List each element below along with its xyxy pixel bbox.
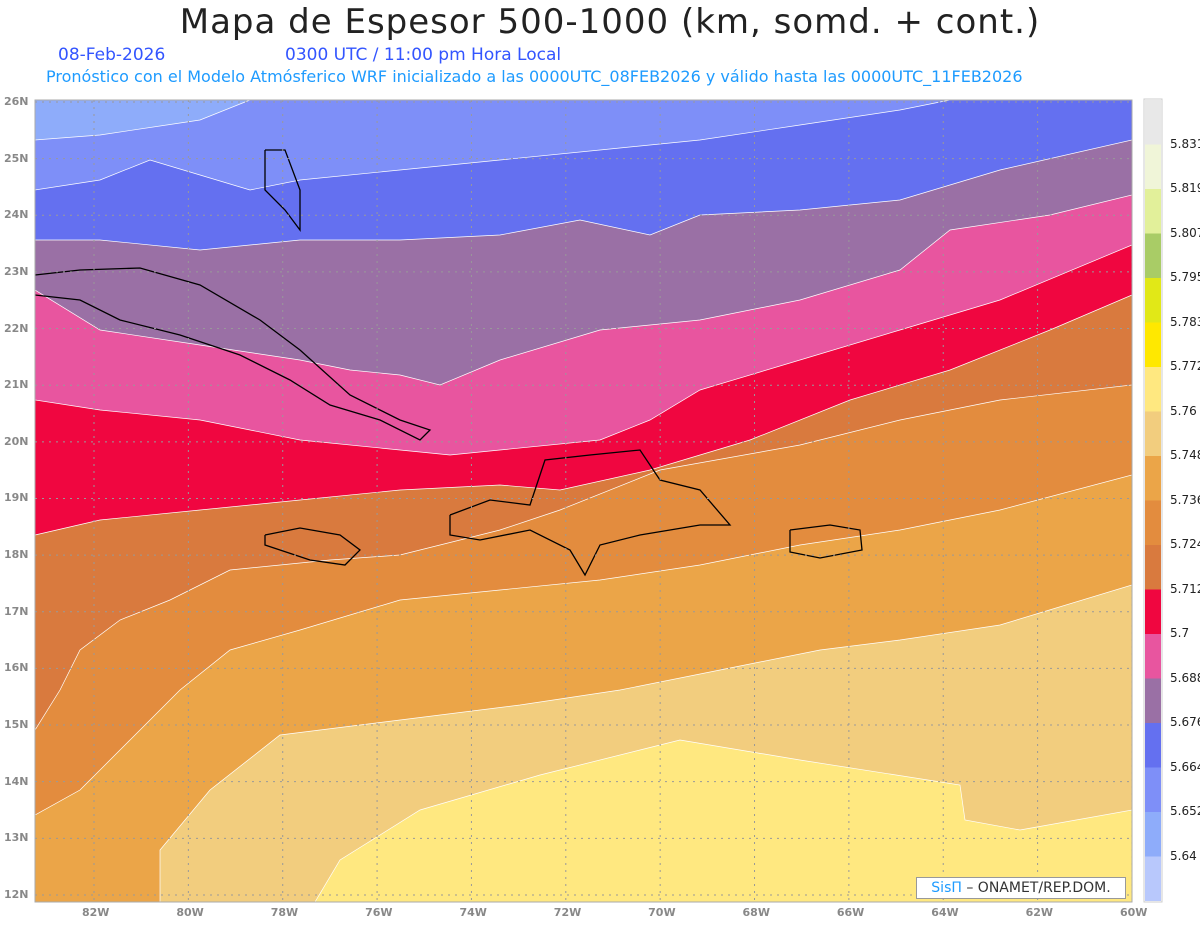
colorbar-label: 5.831 xyxy=(1170,136,1200,151)
colorbar-swatch xyxy=(1145,322,1161,367)
colorbar-swatch xyxy=(1145,100,1161,145)
lat-label: 14N xyxy=(4,774,29,788)
colorbar-label: 5.76 xyxy=(1170,403,1197,418)
coastline-0 xyxy=(34,267,432,441)
colorbar-label: 5.652 xyxy=(1170,804,1200,818)
colorbar-swatch xyxy=(1145,678,1161,723)
colorbar-label: 5.736 xyxy=(1170,492,1200,507)
lon-label: 72W xyxy=(553,906,582,919)
coastline-2 xyxy=(449,449,732,577)
lon-label: 74W xyxy=(459,906,487,919)
lon-label: 66W xyxy=(836,906,865,919)
lat-label: 13N xyxy=(4,831,29,845)
date-label: 08-Feb-2026 xyxy=(58,45,166,65)
lat-label: 18N xyxy=(4,548,29,562)
colorbar-swatch xyxy=(1145,456,1161,501)
lat-label: 23N xyxy=(4,264,29,278)
colorbar-label: 5.64 xyxy=(1170,848,1197,863)
colorbar-swatch xyxy=(1145,500,1161,545)
colorbar-label: 5.748 xyxy=(1170,448,1200,462)
colorbar-label: 5.783 xyxy=(1170,314,1200,329)
lon-label: 82W xyxy=(82,906,110,919)
colorbar-swatch xyxy=(1145,189,1161,234)
colorbar-label: 5.676 xyxy=(1170,715,1200,729)
credit-box: SisΠ – ONAMET/REP.DOM. xyxy=(916,877,1126,899)
colorbar-frame xyxy=(1143,98,1163,903)
lat-label: 19N xyxy=(4,491,29,505)
forecast-info: Pronóstico con el Modelo Atmósferico WRF… xyxy=(46,67,1023,86)
colorbar-label: 5.7 xyxy=(1170,626,1190,640)
colorbar-swatch xyxy=(1145,856,1161,901)
colorbar-label: 5.724 xyxy=(1170,537,1200,551)
colorbar-swatch xyxy=(1145,812,1161,857)
lat-label: 20N xyxy=(4,434,29,448)
lon-label: 78W xyxy=(270,906,299,919)
colorbar-label: 5.712 xyxy=(1170,581,1200,596)
lat-label: 17N xyxy=(4,604,29,618)
lon-label: 70W xyxy=(648,906,676,919)
lon-label: 80W xyxy=(176,906,204,919)
colorbar-swatch xyxy=(1145,367,1161,412)
lat-label: 24N xyxy=(4,208,29,222)
colorbar-swatch xyxy=(1145,144,1161,189)
credit-brand: SisΠ xyxy=(931,880,962,896)
lat-label: 26N xyxy=(4,95,29,108)
map-frame xyxy=(34,99,1133,903)
colorbar-swatch xyxy=(1145,723,1161,768)
lat-label: 25N xyxy=(4,151,29,165)
colorbar-label: 5.807 xyxy=(1170,225,1200,240)
colorbar-label: 5.772 xyxy=(1170,359,1200,373)
lon-label: 60W xyxy=(1119,906,1148,919)
band-5-652 xyxy=(34,99,1132,191)
colorbar-swatch xyxy=(1145,278,1161,323)
lat-label: 15N xyxy=(4,718,29,732)
colorbar-label: 5.664 xyxy=(1170,759,1200,774)
lat-label: 16N xyxy=(4,661,29,675)
lon-label: 64W xyxy=(931,906,959,919)
coastline-4 xyxy=(264,149,301,232)
coastline-3 xyxy=(789,524,863,559)
colorbar-swatch xyxy=(1145,767,1161,812)
lon-label: 76W xyxy=(365,906,393,919)
lat-label: 12N xyxy=(4,887,29,901)
colorbar-swatch xyxy=(1145,589,1161,634)
colorbar-swatch xyxy=(1145,634,1161,679)
colorbar-label: 5.688 xyxy=(1170,670,1200,685)
credit-text: – ONAMET/REP.DOM. xyxy=(961,880,1111,896)
lat-label: 22N xyxy=(4,321,29,335)
colorbar-swatch xyxy=(1145,545,1161,590)
colorbar-label: 5.795 xyxy=(1170,270,1200,284)
map-title: Mapa de Espesor 500-1000 (km, somd. + co… xyxy=(179,2,1041,42)
lon-label: 68W xyxy=(742,906,770,919)
lat-label: 21N xyxy=(4,378,29,392)
time-label: 0300 UTC / 11:00 pm Hora Local xyxy=(285,45,562,65)
colorbar-label: 5.819 xyxy=(1170,181,1200,195)
lon-label: 62W xyxy=(1025,906,1054,919)
colorbar-swatch xyxy=(1145,233,1161,278)
colorbar-swatch xyxy=(1145,411,1161,456)
coastline-1 xyxy=(264,527,361,566)
